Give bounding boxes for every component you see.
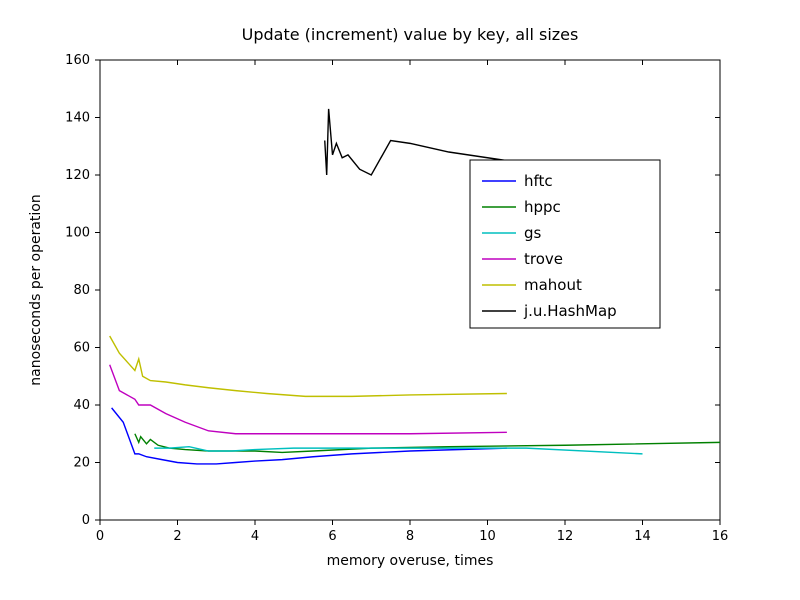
chart-title: Update (increment) value by key, all siz… xyxy=(242,25,579,44)
legend-label: mahout xyxy=(524,276,582,294)
x-tick-label: 16 xyxy=(712,529,729,544)
x-tick-label: 14 xyxy=(634,529,651,544)
legend-label: trove xyxy=(524,250,563,268)
series-mahout xyxy=(110,336,507,396)
series-hppc xyxy=(135,434,720,453)
y-tick-label: 80 xyxy=(73,283,90,298)
legend-label: j.u.HashMap xyxy=(523,302,617,320)
legend-label: hftc xyxy=(524,172,553,190)
y-tick-label: 100 xyxy=(65,226,90,241)
x-tick-label: 2 xyxy=(173,529,181,544)
x-tick-label: 4 xyxy=(251,529,259,544)
x-tick-label: 12 xyxy=(557,529,574,544)
x-tick-label: 6 xyxy=(328,529,336,544)
y-tick-label: 20 xyxy=(73,456,90,471)
y-tick-label: 40 xyxy=(73,398,90,413)
line-chart: 0 2 4 6 8 10 12 14 16 0 20 40 60 80 100 120 140 160 Upda… xyxy=(0,0,800,600)
legend-label: hppc xyxy=(524,198,561,216)
x-tick-label: 8 xyxy=(406,529,414,544)
series-trove xyxy=(110,365,507,434)
y-tick-label: 0 xyxy=(82,513,90,528)
y-axis-label: nanoseconds per operation xyxy=(28,194,44,386)
legend: hftc hppc gs trove mahout j.u.HashMap xyxy=(470,160,660,328)
legend-label: gs xyxy=(524,224,542,242)
y-tick-label: 160 xyxy=(65,53,90,68)
y-tick-label: 140 xyxy=(65,111,90,126)
x-tick-label: 10 xyxy=(479,529,496,544)
x-tick-label: 0 xyxy=(96,529,104,544)
series-gs xyxy=(154,447,642,454)
x-axis-label: memory overuse, times xyxy=(327,553,494,569)
y-tick-label: 120 xyxy=(65,168,90,183)
y-tick-label: 60 xyxy=(73,341,90,356)
